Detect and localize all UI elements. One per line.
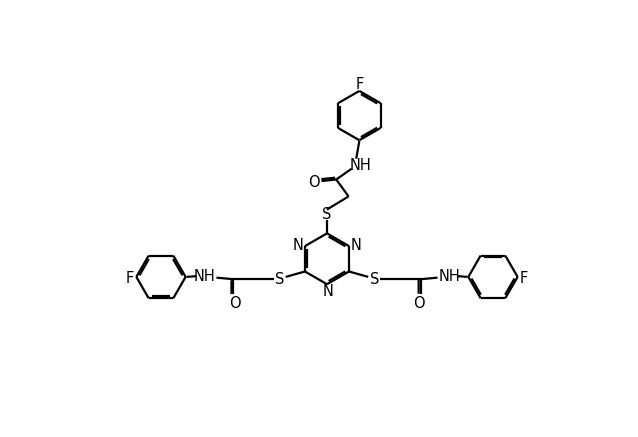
Text: N: N (350, 238, 361, 253)
Text: F: F (126, 271, 135, 286)
Text: NH: NH (439, 269, 461, 284)
Text: O: O (229, 296, 241, 311)
Text: F: F (355, 76, 364, 91)
Text: S: S (275, 272, 285, 287)
Text: O: O (413, 296, 425, 311)
Text: NH: NH (193, 269, 215, 284)
Text: S: S (369, 272, 379, 287)
Text: NH: NH (350, 158, 372, 173)
Text: S: S (322, 208, 332, 222)
Text: F: F (519, 271, 528, 286)
Text: N: N (322, 284, 333, 299)
Text: O: O (308, 175, 320, 190)
Text: N: N (293, 238, 304, 253)
